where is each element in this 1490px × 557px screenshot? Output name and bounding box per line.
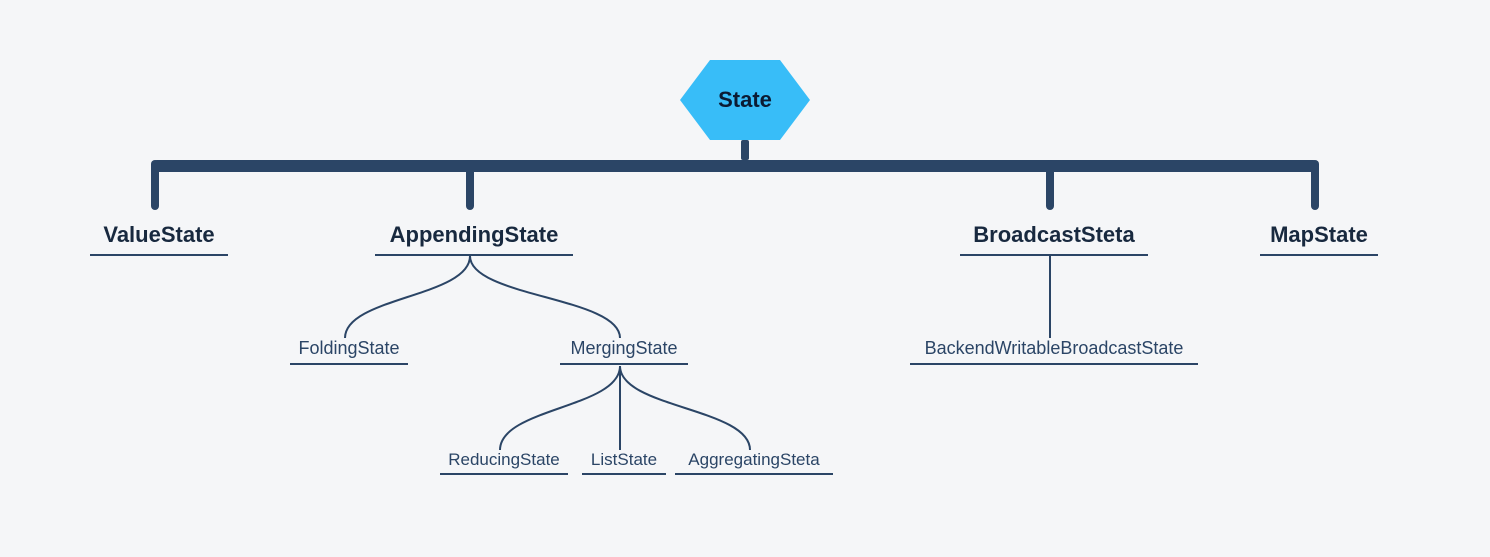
root-label: State	[718, 87, 772, 113]
node-mergingstate: MergingState	[560, 338, 688, 365]
main-connector-bar	[151, 160, 1319, 172]
drop-mapstate	[1311, 160, 1319, 210]
node-foldingstate: FoldingState	[290, 338, 408, 365]
node-liststate: ListState	[582, 450, 666, 475]
drop-valuestate	[151, 160, 159, 210]
node-reducingstate: ReducingState	[440, 450, 568, 475]
diagram-canvas: State ValueState AppendingState Broadcas…	[0, 0, 1490, 557]
node-mapstate: MapState	[1260, 222, 1378, 256]
node-valuestate: ValueState	[90, 222, 228, 256]
node-aggregatingstate: AggregatingSteta	[675, 450, 833, 475]
node-appendingstate: AppendingState	[375, 222, 573, 256]
root-node: State	[680, 60, 810, 140]
drop-broadcast	[1046, 160, 1054, 210]
root-connector-stub	[741, 140, 749, 160]
node-broadcaststate: BroadcastSteta	[960, 222, 1148, 256]
node-backendwritablebroadcaststate: BackendWritableBroadcastState	[910, 338, 1198, 365]
drop-appending	[466, 160, 474, 210]
